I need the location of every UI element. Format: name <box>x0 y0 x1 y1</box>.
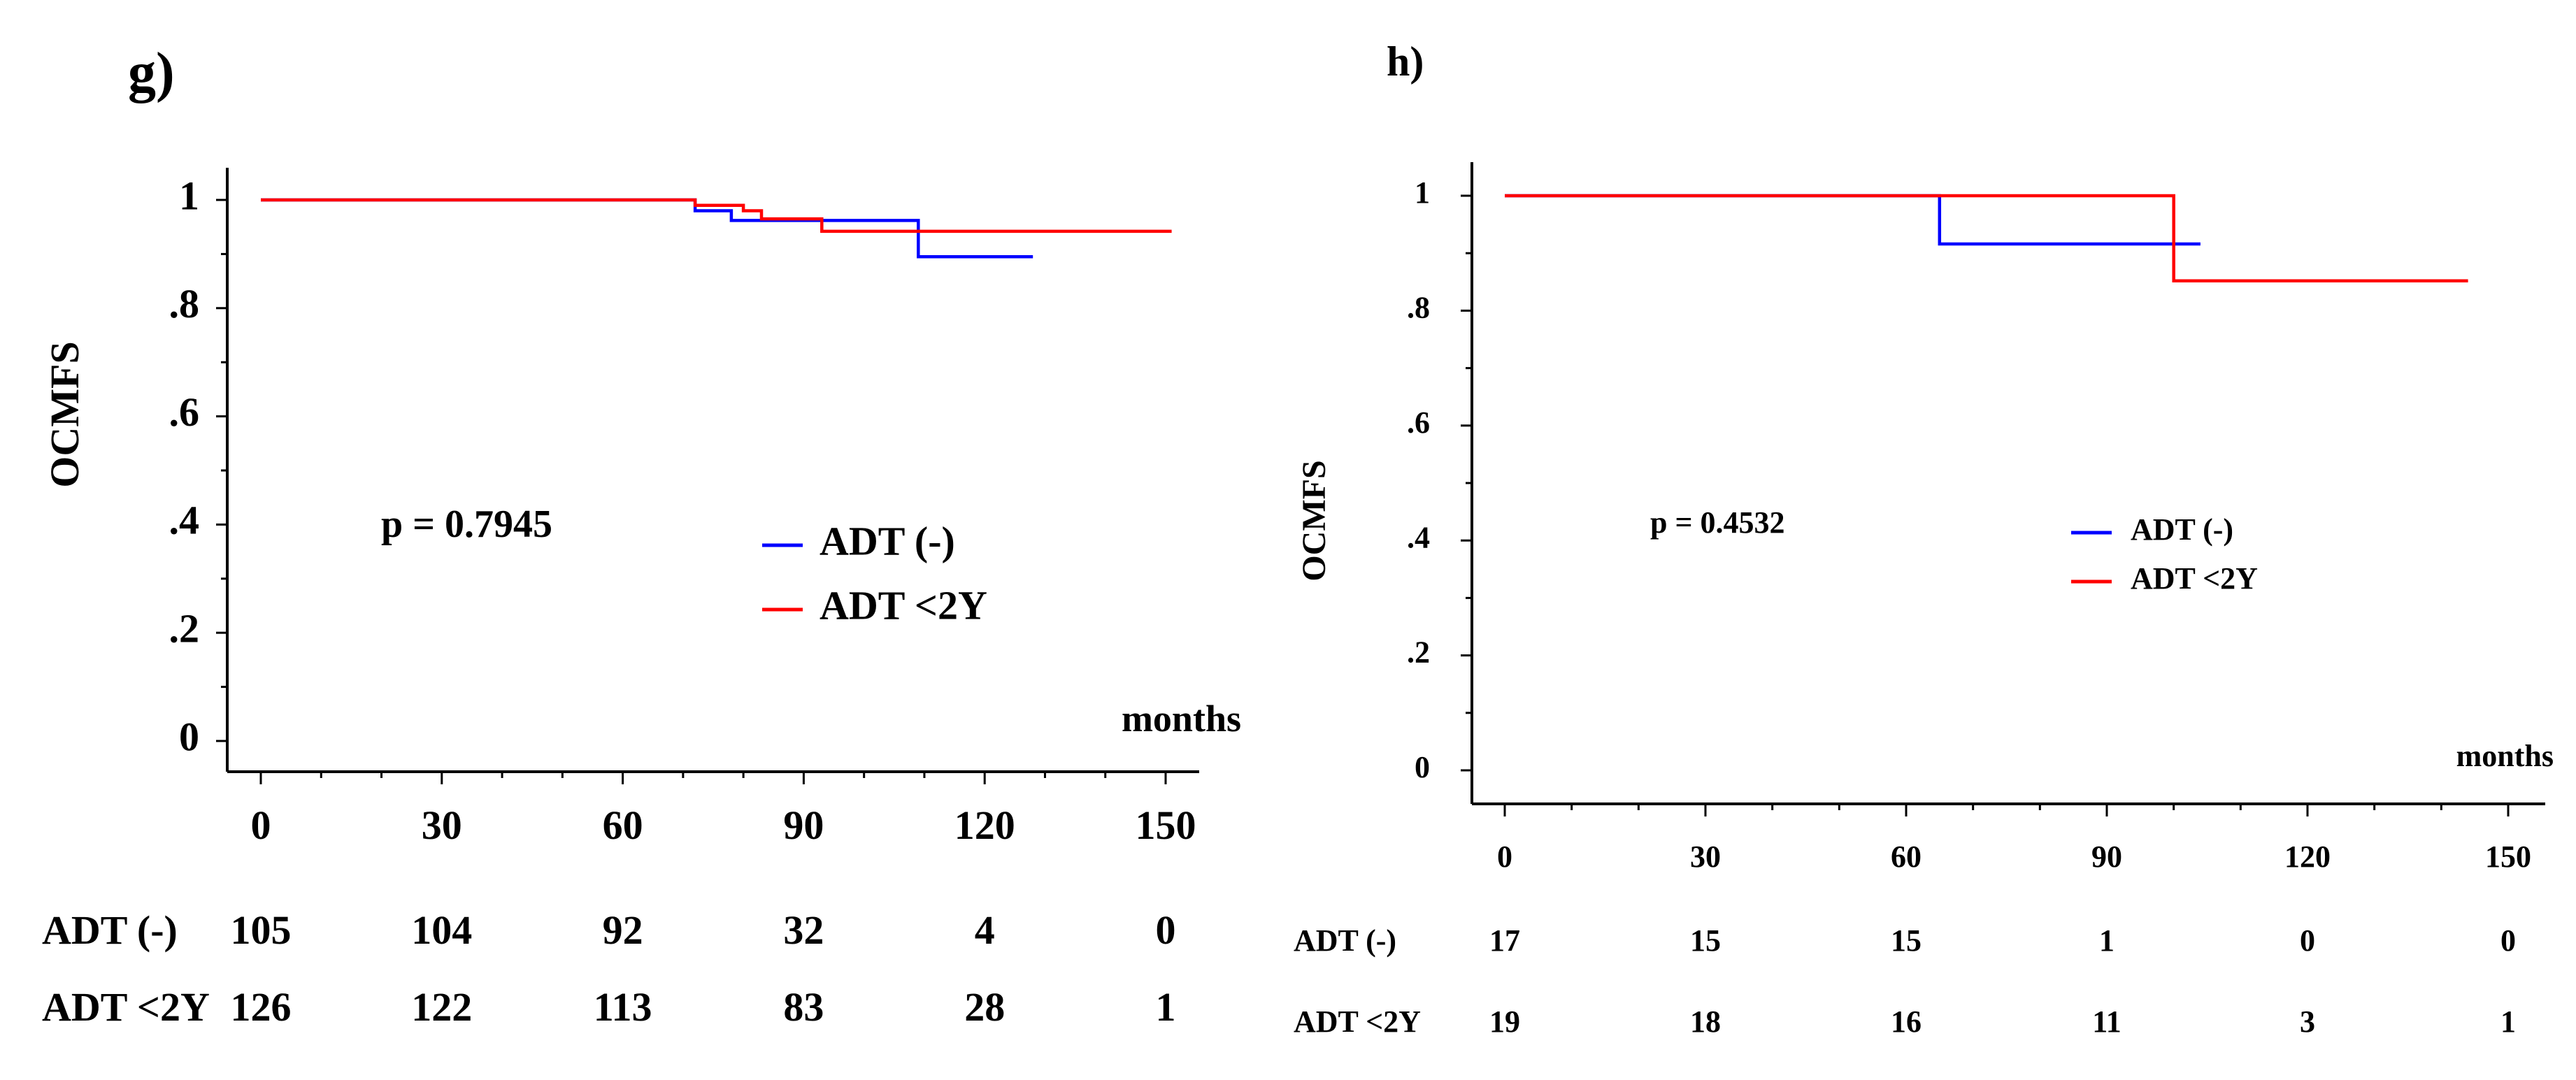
y-tick-label-h: .2 <box>1407 635 1430 670</box>
x-tick-label-h: 30 <box>1690 840 1721 874</box>
risk-count-g: 104 <box>411 907 472 953</box>
x-tick-label-g: 0 <box>251 802 271 848</box>
risk-count-g: 28 <box>964 984 1005 1030</box>
y-tick-label-h: 1 <box>1415 175 1430 210</box>
legend-label-g: ADT (-) <box>820 518 955 563</box>
y-tick-label-g: .2 <box>169 606 200 651</box>
y-tick-label-h: .8 <box>1407 290 1430 324</box>
y-axis-label-g: OCMFS <box>42 341 87 487</box>
km-curve-g-adt-none <box>261 198 1033 259</box>
risk-count-g: 0 <box>1156 907 1176 953</box>
y-tick-label-g: .6 <box>169 389 200 435</box>
risk-count-h: 15 <box>1690 923 1721 958</box>
risk-count-h: 15 <box>1891 923 1922 958</box>
risk-count-h: 1 <box>2500 1005 2516 1039</box>
x-tick-label-h: 60 <box>1891 840 1922 874</box>
y-tick-label-g: .8 <box>169 281 200 326</box>
km-curve-h-adt-none <box>1505 194 2201 246</box>
risk-row-label-h: ADT (-) <box>1294 923 1396 958</box>
x-tick-label-g: 30 <box>422 802 462 848</box>
risk-count-h: 17 <box>1489 923 1520 958</box>
panel-g: g) 0 .2 .4 .6 .8 1 0 30 60 90 120 150 OCMFS months p = … <box>42 42 1241 1030</box>
risk-count-h: 18 <box>1690 1005 1721 1039</box>
risk-count-g: 83 <box>783 984 824 1030</box>
risk-count-h: 3 <box>2300 1005 2315 1039</box>
panel-label-g: g) <box>128 42 175 103</box>
y-tick-label-h: 0 <box>1415 750 1430 784</box>
y-tick-label-g: 0 <box>179 714 199 759</box>
risk-count-g: 126 <box>231 984 292 1030</box>
x-tick-label-g: 90 <box>783 802 824 848</box>
risk-count-g: 32 <box>783 907 824 953</box>
legend-label-h: ADT (-) <box>2131 512 2233 547</box>
risk-count-h: 19 <box>1489 1005 1520 1039</box>
risk-count-g: 113 <box>594 984 652 1030</box>
x-tick-label-h: 150 <box>2485 840 2531 874</box>
risk-count-h: 1 <box>2099 923 2115 958</box>
risk-row-label-g: ADT (-) <box>42 907 178 953</box>
y-tick-label-h: .4 <box>1407 520 1430 554</box>
y-axis-label-h: OCMFS <box>1296 460 1333 581</box>
risk-count-g: 1 <box>1156 984 1176 1030</box>
risk-row-label-h: ADT <2Y <box>1294 1005 1421 1039</box>
y-tick-label-g: 1 <box>179 173 199 218</box>
km-curve-h-adt-lt2y <box>1505 194 2468 282</box>
x-tick-label-h: 120 <box>2284 840 2331 874</box>
x-axis-label-h: months <box>2456 739 2554 773</box>
x-tick-label-g: 60 <box>603 802 643 848</box>
panel-label-h: h) <box>1387 38 1424 85</box>
risk-count-g: 4 <box>975 907 995 953</box>
risk-count-g: 92 <box>603 907 643 953</box>
legend-label-g: ADT <2Y <box>820 582 987 628</box>
y-tick-label-g: .4 <box>169 498 200 543</box>
p-value-annotation-g: p = 0.7945 <box>381 503 552 546</box>
risk-count-g: 122 <box>411 984 472 1030</box>
x-tick-label-g: 120 <box>954 802 1015 848</box>
legend-label-h: ADT <2Y <box>2131 561 2258 596</box>
risk-count-g: 105 <box>231 907 292 953</box>
risk-count-h: 0 <box>2300 923 2315 958</box>
x-axis-label-g: months <box>1122 698 1241 740</box>
km-curve-g-adt-lt2y <box>261 198 1172 233</box>
p-value-annotation-h: p = 0.4532 <box>1650 505 1785 540</box>
risk-count-h: 0 <box>2500 923 2516 958</box>
x-tick-label-h: 90 <box>2091 840 2122 874</box>
risk-count-h: 11 <box>2092 1005 2121 1039</box>
x-tick-label-h: 0 <box>1497 840 1512 874</box>
risk-count-h: 16 <box>1891 1005 1922 1039</box>
risk-row-label-g: ADT <2Y <box>42 984 210 1030</box>
y-tick-label-h: .6 <box>1407 405 1430 440</box>
x-tick-label-g: 150 <box>1136 802 1196 848</box>
